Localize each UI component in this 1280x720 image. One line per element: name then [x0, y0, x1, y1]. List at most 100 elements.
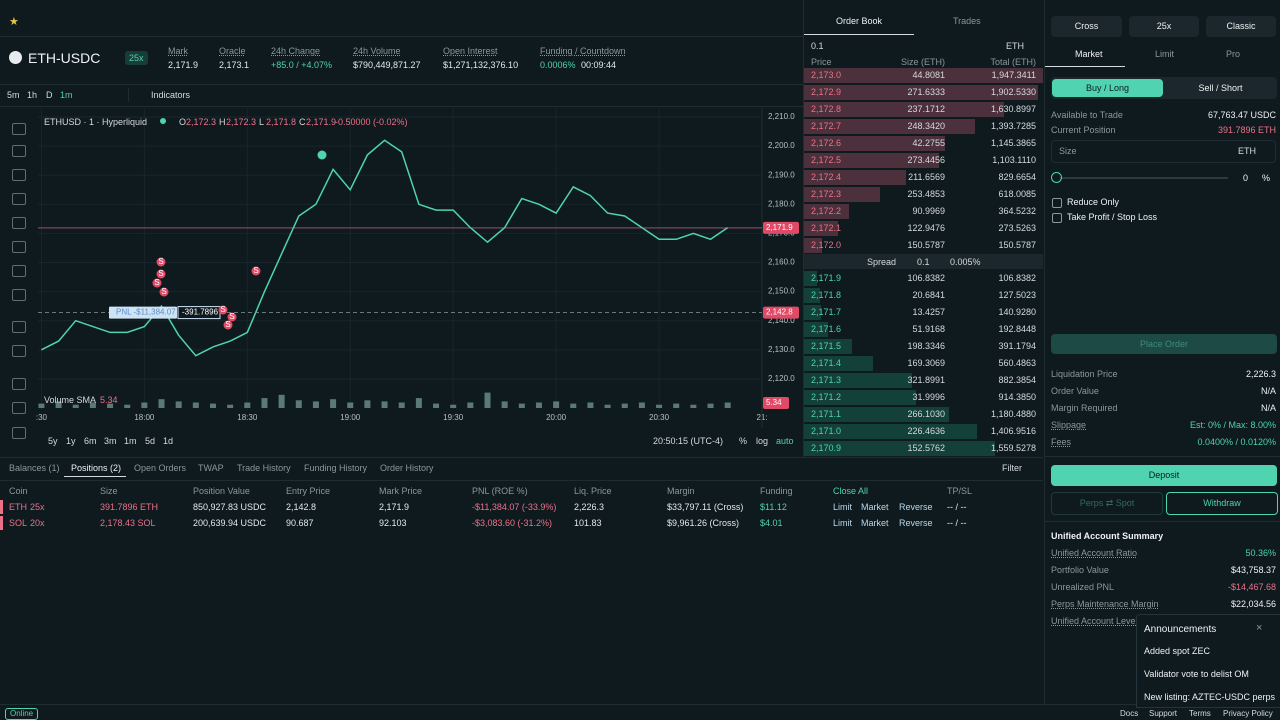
interval-button[interactable]: 1h	[27, 90, 38, 100]
ob-total: 1,559.5278	[990, 443, 1036, 453]
checkbox[interactable]	[1052, 213, 1062, 223]
ob-price[interactable]: 2,172.9	[811, 87, 842, 97]
size-input[interactable]	[1051, 140, 1276, 163]
mode-button[interactable]: Cross	[1051, 16, 1122, 37]
bottom-tab[interactable]: Order History	[380, 463, 434, 473]
interval-button[interactable]: D	[46, 90, 53, 100]
ob-price[interactable]: 2,171.2	[811, 392, 842, 402]
ob-price[interactable]: 2,172.6	[811, 138, 842, 148]
bottom-tab[interactable]: Trade History	[237, 463, 291, 473]
ob-price[interactable]: 2,172.2	[811, 206, 842, 216]
scale-option[interactable]: auto	[776, 436, 794, 446]
tool-icon[interactable]	[12, 345, 26, 357]
sell-button[interactable]: Sell / Short	[1198, 83, 1243, 93]
tool-icon[interactable]	[12, 402, 26, 414]
place-order-button[interactable]: Place Order	[1051, 334, 1277, 354]
tool-icon[interactable]	[12, 193, 26, 205]
ob-price[interactable]: 2,172.4	[811, 172, 842, 182]
ob-tab[interactable]: Trades	[953, 16, 981, 26]
tool-icon[interactable]	[12, 289, 26, 301]
buy-button[interactable]: Buy / Long	[1052, 79, 1163, 97]
range-button[interactable]: 1d	[163, 436, 174, 446]
ob-price[interactable]: 2,171.6	[811, 324, 842, 334]
ob-price[interactable]: 2,172.3	[811, 189, 842, 199]
ob-price[interactable]: 2,171.8	[811, 290, 842, 300]
tool-icon[interactable]	[12, 169, 26, 181]
ob-price[interactable]: 2,172.0	[811, 240, 842, 250]
tool-icon[interactable]	[12, 265, 26, 277]
range-button[interactable]: 5d	[145, 436, 156, 446]
ob-price[interactable]: 2,171.0	[811, 426, 842, 436]
tool-icon[interactable]	[12, 241, 26, 253]
info-value: 391.7896 ETH	[1217, 125, 1276, 135]
footer-link[interactable]: Privacy Policy	[1223, 709, 1273, 718]
announcement-item[interactable]: Added spot ZEC	[1144, 646, 1211, 656]
ohlc-key: C	[299, 117, 306, 127]
ob-price[interactable]: 2,171.1	[811, 409, 842, 419]
ob-tick[interactable]: 0.1	[811, 41, 824, 51]
tool-icon[interactable]	[12, 145, 26, 157]
cell-tpsl[interactable]: -- / --	[947, 502, 967, 512]
ob-price[interactable]: 2,171.5	[811, 341, 842, 351]
indicators-button[interactable]: Indicators	[151, 90, 191, 100]
row-action[interactable]: Limit	[833, 502, 853, 512]
withdraw-button[interactable]: Withdraw	[1166, 492, 1278, 515]
row-action[interactable]: Market	[861, 502, 889, 512]
ob-tab[interactable]: Order Book	[836, 16, 883, 26]
bottom-tab[interactable]: TWAP	[198, 463, 224, 473]
announcement-item[interactable]: New listing: AZTEC-USDC perps	[1144, 692, 1276, 702]
bottom-tab[interactable]: Balances (1)	[9, 463, 60, 473]
tool-icon[interactable]	[12, 427, 26, 439]
ob-price[interactable]: 2,172.7	[811, 121, 842, 131]
range-button[interactable]: 3m	[104, 436, 117, 446]
scale-option[interactable]: %	[739, 436, 748, 446]
cell-tpsl[interactable]: -- / --	[947, 518, 967, 528]
ob-price[interactable]: 2,171.4	[811, 358, 842, 368]
announcement-item[interactable]: Validator vote to delist OM	[1144, 669, 1249, 679]
ob-price[interactable]: 2,173.0	[811, 70, 842, 80]
mode-button[interactable]: Classic	[1206, 16, 1276, 37]
filter-button[interactable]: Filter	[1002, 463, 1022, 473]
order-type-tab[interactable]: Pro	[1226, 49, 1241, 59]
bottom-tab[interactable]: Funding History	[304, 463, 368, 473]
order-type-tab[interactable]: Market	[1075, 49, 1103, 59]
scale-option[interactable]: log	[756, 436, 769, 446]
row-action[interactable]: Reverse	[899, 518, 933, 528]
row-action[interactable]: Reverse	[899, 502, 933, 512]
pnl-tag	[109, 306, 177, 319]
footer-link[interactable]: Support	[1149, 709, 1178, 718]
column-header[interactable]: Close All	[833, 486, 869, 496]
tool-icon[interactable]	[12, 217, 26, 229]
slider-knob[interactable]	[1051, 172, 1062, 183]
range-button[interactable]: 5y	[48, 436, 58, 446]
ob-price[interactable]: 2,172.8	[811, 104, 842, 114]
ob-price[interactable]: 2,172.5	[811, 155, 842, 165]
tool-icon[interactable]	[12, 123, 26, 135]
tool-icon[interactable]	[12, 321, 26, 333]
footer-link[interactable]: Docs	[1120, 709, 1139, 718]
interval-button[interactable]: 5m	[7, 90, 20, 100]
range-button[interactable]: 6m	[84, 436, 97, 446]
ob-price[interactable]: 2,170.9	[811, 443, 842, 453]
order-type-tab[interactable]: Limit	[1155, 49, 1175, 59]
ob-price[interactable]: 2,172.1	[811, 223, 842, 233]
ob-unit[interactable]: ETH	[1006, 41, 1024, 51]
interval-button[interactable]: 1m	[60, 90, 73, 100]
tool-icon[interactable]	[12, 378, 26, 390]
transfer-button[interactable]: Perps ⇄ Spot	[1051, 492, 1163, 515]
range-button[interactable]: 1y	[66, 436, 76, 446]
close-button[interactable]: ×	[1256, 622, 1263, 634]
range-button[interactable]: 1m	[124, 436, 137, 446]
row-action[interactable]: Limit	[833, 518, 853, 528]
ob-price[interactable]: 2,171.9	[811, 273, 842, 283]
bottom-tab[interactable]: Open Orders	[134, 463, 187, 473]
bottom-tab[interactable]: Positions (2)	[71, 463, 122, 473]
mode-button[interactable]: 25x	[1129, 16, 1199, 37]
deposit-button[interactable]: Deposit	[1051, 465, 1277, 486]
symbol[interactable]: ETH-USDC	[28, 50, 101, 66]
footer-link[interactable]: Terms	[1189, 709, 1211, 718]
checkbox[interactable]	[1052, 198, 1062, 208]
row-action[interactable]: Market	[861, 518, 889, 528]
ob-price[interactable]: 2,171.3	[811, 375, 842, 385]
ob-price[interactable]: 2,171.7	[811, 307, 842, 317]
